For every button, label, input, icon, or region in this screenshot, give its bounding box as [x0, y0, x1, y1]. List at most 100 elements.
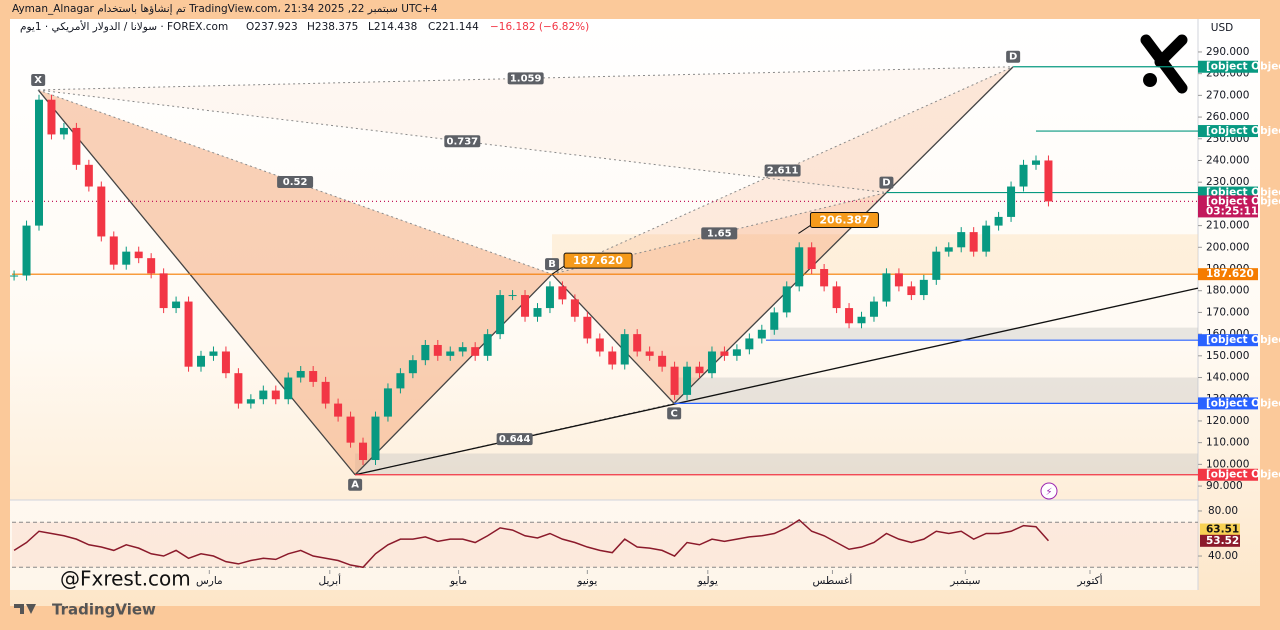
- candle-body: [22, 225, 31, 276]
- candle-body: [894, 273, 903, 287]
- ohlc-low: L214.438: [368, 21, 417, 33]
- candle-body: [483, 334, 492, 356]
- candle-body: [496, 295, 505, 335]
- level-label-box: [1198, 195, 1258, 218]
- candle-body: [695, 366, 704, 374]
- candle-body: [246, 399, 255, 404]
- point-box: [879, 176, 894, 189]
- y-tick-label: 140.000: [1206, 372, 1249, 384]
- candle-body: [408, 360, 417, 374]
- level-label: 187.620: [1206, 268, 1254, 280]
- currency-label: USD: [1211, 22, 1233, 34]
- y-tick-label: 90.000: [1206, 480, 1243, 492]
- y-tick-label: 180.000: [1206, 285, 1249, 297]
- candle-body: [645, 351, 654, 356]
- candle-body: [857, 316, 866, 324]
- candle-body: [371, 416, 380, 461]
- candle-body: [633, 334, 642, 352]
- candle-body: [907, 286, 916, 296]
- zone: [674, 377, 1198, 404]
- candle-body: [969, 232, 978, 252]
- leg: [354, 273, 553, 476]
- leg: [551, 273, 675, 404]
- ratio-leg: [551, 66, 1014, 275]
- candle-body: [882, 273, 891, 302]
- level-label: [object Object]: [1206, 397, 1280, 409]
- candle-body: [521, 295, 530, 317]
- point-label: A: [351, 480, 359, 491]
- candle-body: [1031, 160, 1040, 165]
- level-label-box: [1198, 334, 1258, 347]
- candle-body: [421, 344, 430, 361]
- candle-body: [757, 329, 766, 339]
- zone: [770, 327, 1198, 341]
- candle-body: [570, 299, 579, 317]
- candle-body: [159, 273, 168, 309]
- ratio-label: 0.644: [499, 434, 531, 445]
- rsi-value-label: 53.52: [1206, 535, 1239, 547]
- level-label-box: [1198, 468, 1258, 481]
- brand: TradingView: [14, 601, 156, 619]
- y-tick-label: 260.000: [1206, 111, 1249, 123]
- event-icon: [1040, 482, 1058, 500]
- point-label: B: [548, 259, 556, 270]
- logo: [1140, 34, 1188, 94]
- candle-body: [471, 347, 480, 356]
- y-tick-label: 270.000: [1206, 89, 1249, 101]
- candle-body: [832, 286, 841, 309]
- candle-body: [820, 269, 829, 287]
- candle-body: [197, 355, 206, 367]
- candle-body: [707, 351, 716, 374]
- y-tick-label: 150.000: [1206, 350, 1249, 362]
- ratio-label: 1.059: [510, 73, 542, 84]
- ohlc-open: O237.923: [246, 21, 298, 33]
- candle-body: [221, 351, 230, 374]
- x-tick-label: يونيو: [576, 575, 597, 587]
- logo-dot: [1143, 73, 1157, 87]
- candle-body: [782, 286, 791, 313]
- candle-body: [446, 351, 455, 356]
- candle-body: [109, 236, 118, 265]
- ratio-box: [507, 72, 544, 85]
- candle-body: [845, 308, 854, 324]
- candle-body: [334, 403, 343, 417]
- candle-body: [1007, 186, 1016, 217]
- callout-label: 206.387: [819, 213, 869, 226]
- candle-body: [122, 251, 131, 265]
- candle-body: [259, 390, 268, 400]
- rsi-band: [12, 522, 1198, 568]
- y-tick-label: 110.000: [1206, 437, 1249, 449]
- candle-body: [59, 127, 68, 135]
- candle-body: [321, 381, 330, 404]
- ohlc-high: H238.375: [307, 21, 358, 33]
- candle-body: [383, 388, 392, 417]
- point-label: D: [882, 178, 890, 189]
- ratio-label: 0.52: [283, 177, 308, 188]
- y-tick-label: 290.000: [1206, 46, 1249, 58]
- leg: [37, 89, 356, 476]
- candle-body: [795, 247, 804, 287]
- candle-body: [97, 186, 106, 237]
- candle-body: [209, 351, 218, 356]
- x-tick-label: أبريل: [319, 573, 342, 587]
- brand-logo: [14, 604, 36, 614]
- candle-body: [608, 351, 617, 365]
- y-tick-label: 120.000: [1206, 415, 1249, 427]
- level-label: [object Object]: [1206, 334, 1280, 346]
- ratio-label: 2.611: [767, 165, 799, 176]
- pattern-xab: [38, 89, 553, 475]
- candle-body: [234, 373, 243, 404]
- ratio-box: [444, 135, 481, 148]
- callout-pointer: [551, 265, 565, 275]
- ratio-leg: [38, 89, 553, 275]
- candle-body: [720, 351, 729, 356]
- y-tick-label: 240.000: [1206, 154, 1249, 166]
- x-tick-label: سبتمبر: [949, 575, 980, 587]
- candle-body: [683, 366, 692, 395]
- point-box: [1006, 50, 1021, 63]
- candle-body: [134, 251, 143, 259]
- candle-body: [982, 225, 991, 252]
- candle-body: [346, 416, 355, 443]
- ratio-label: 1.65: [707, 228, 732, 239]
- pattern-xdd: [38, 66, 1014, 193]
